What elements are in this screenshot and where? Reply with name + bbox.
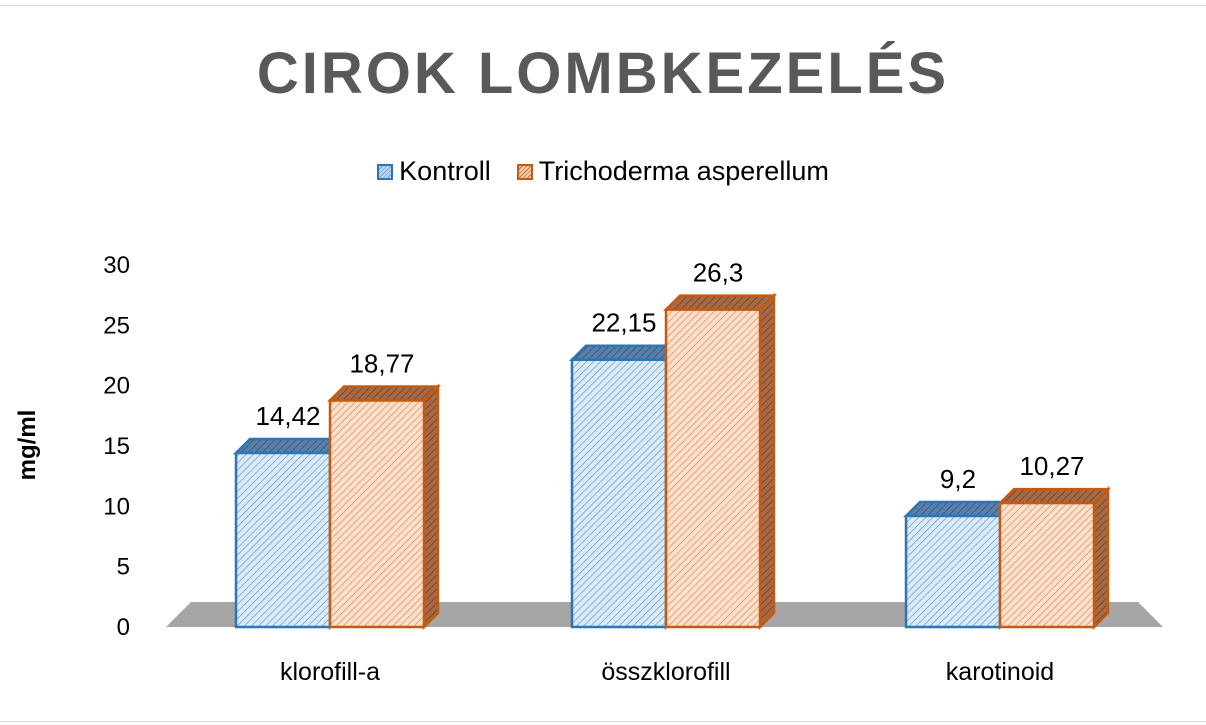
bar-side — [1092, 486, 1110, 631]
legend-swatch-kontroll — [377, 163, 394, 180]
bar-kontroll-2 — [902, 498, 1018, 631]
data-label: 14,42 — [255, 401, 320, 431]
y-tick-label: 10 — [103, 493, 130, 520]
legend-label-kontroll: Kontroll — [399, 156, 491, 186]
bar-side — [758, 292, 776, 631]
bar-trichoderma-0 — [326, 383, 442, 631]
x-tick-label: karotinoid — [946, 658, 1054, 686]
bar-front — [904, 514, 1002, 629]
y-tick-label: 5 — [117, 554, 130, 581]
data-label: 18,77 — [349, 349, 414, 379]
data-label: 9,2 — [940, 464, 976, 494]
y-tick-label: 20 — [103, 373, 130, 400]
bar-front — [998, 501, 1096, 629]
bar-side — [422, 383, 440, 631]
legend-item-trichoderma: Trichoderma asperellum — [516, 156, 829, 187]
legend-label-trichoderma: Trichoderma asperellum — [538, 156, 829, 186]
bar-trichoderma-2 — [996, 486, 1112, 631]
y-tick-label: 0 — [117, 614, 130, 641]
bar-front — [234, 451, 332, 629]
data-label: 26,3 — [693, 258, 744, 288]
legend-swatch-trichoderma — [516, 163, 533, 180]
y-tick-label: 25 — [103, 312, 130, 339]
bar-front — [328, 399, 426, 629]
chart-title: CIROK LOMBKEZELÉS — [256, 41, 950, 106]
bar-kontroll-1 — [568, 342, 684, 631]
bar-top — [326, 385, 442, 402]
bar-front — [570, 358, 668, 629]
y-tick-label: 15 — [103, 433, 130, 460]
legend: Kontroll Trichoderma asperellum — [0, 156, 1206, 187]
y-axis-ticks: 0 5 10 15 20 25 30 — [103, 252, 130, 641]
bar-front — [664, 308, 762, 629]
legend-item-kontroll: Kontroll — [377, 156, 491, 187]
bar-trichoderma-1 — [662, 292, 778, 631]
x-axis-ticks: klorofill-a összklorofill karotinoid — [280, 658, 1054, 686]
x-tick-label: klorofill-a — [280, 658, 380, 686]
bar-top — [232, 437, 348, 455]
bottom-border — [0, 721, 1206, 722]
bar-top — [662, 294, 778, 311]
data-label: 22,15 — [591, 308, 656, 338]
top-border — [0, 5, 1206, 6]
bars: 14,42 18,77 22,15 26,3 9,2 10,27 — [232, 258, 1112, 631]
x-tick-label: összklorofill — [601, 658, 730, 686]
bar-top — [996, 487, 1112, 505]
bar-top — [568, 344, 684, 361]
data-label: 10,27 — [1019, 451, 1084, 481]
y-tick-label: 30 — [103, 252, 130, 279]
bar-kontroll-0 — [232, 435, 348, 631]
